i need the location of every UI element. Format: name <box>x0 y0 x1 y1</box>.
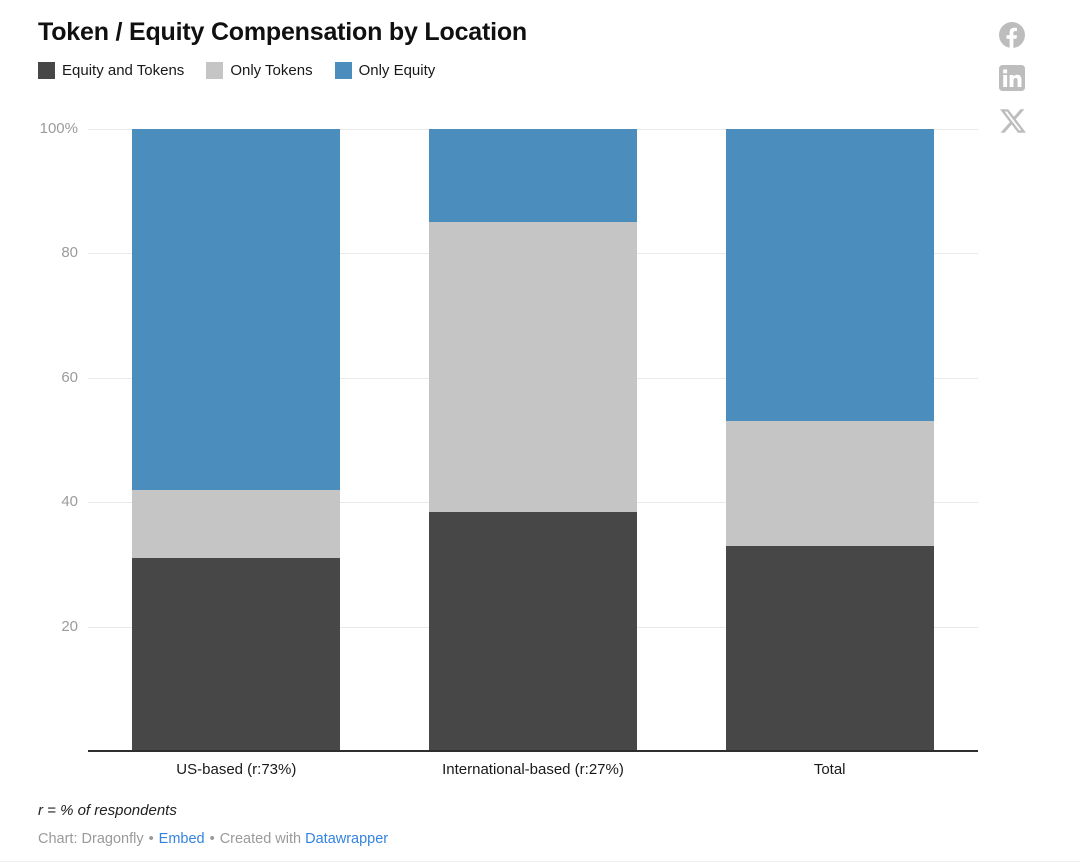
x-category-label: US-based (r:73%) <box>176 761 297 778</box>
legend-swatch-dark <box>38 62 55 79</box>
bar-segment[interactable] <box>429 222 637 512</box>
separator-dot: • <box>148 831 154 847</box>
legend-item-only-equity: Only Equity <box>334 62 436 79</box>
separator-dot: • <box>209 831 215 847</box>
share-toolbar <box>999 22 1026 134</box>
y-tick-label-40: 40 <box>61 493 78 511</box>
bar-segment[interactable] <box>132 129 341 490</box>
datawrapper-link[interactable]: Datawrapper <box>305 831 389 847</box>
y-tick-label-80: 80 <box>61 244 78 262</box>
bar-segment[interactable] <box>132 558 341 751</box>
footnote: r = % of respondents <box>38 802 177 819</box>
bar-segment[interactable] <box>725 129 934 422</box>
bar-segment[interactable] <box>429 511 637 751</box>
legend-item-only-tokens: Only Tokens <box>206 62 313 79</box>
x-category-label: International-based (r:27%) <box>442 761 624 778</box>
bottom-divider <box>0 861 1080 862</box>
legend-swatch-light <box>206 62 224 79</box>
page-title: Token / Equity Compensation by Location <box>38 18 527 46</box>
embed-link[interactable]: Embed <box>158 831 205 847</box>
legend-label: Only Tokens <box>230 62 313 79</box>
x-share-icon[interactable] <box>999 108 1026 134</box>
bar-segment[interactable] <box>725 421 934 546</box>
legend-swatch-blue <box>334 62 352 79</box>
x-category-label: Total <box>813 761 846 778</box>
linkedin-share-icon[interactable] <box>999 65 1025 91</box>
y-tick-label-60: 60 <box>61 368 78 386</box>
facebook-share-icon[interactable] <box>999 22 1025 48</box>
legend-label: Equity and Tokens <box>62 62 185 79</box>
y-tick-label-100: 100% <box>39 120 78 137</box>
created-with-text: Created with <box>219 831 302 847</box>
bar-segment[interactable] <box>132 489 341 559</box>
attribution: Chart: Dragonfly • Embed • Created with Data… <box>38 831 388 847</box>
legend: Equity and Tokens Only Tokens Only Equit… <box>38 62 435 79</box>
bar-segment[interactable] <box>725 545 934 751</box>
bar-segment[interactable] <box>429 129 637 223</box>
y-tick-label-20: 20 <box>61 617 78 635</box>
legend-item-equity-and-tokens: Equity and Tokens <box>38 62 184 79</box>
chart-credit: Chart: Dragonfly <box>38 831 144 847</box>
legend-label: Only Equity <box>358 62 436 79</box>
